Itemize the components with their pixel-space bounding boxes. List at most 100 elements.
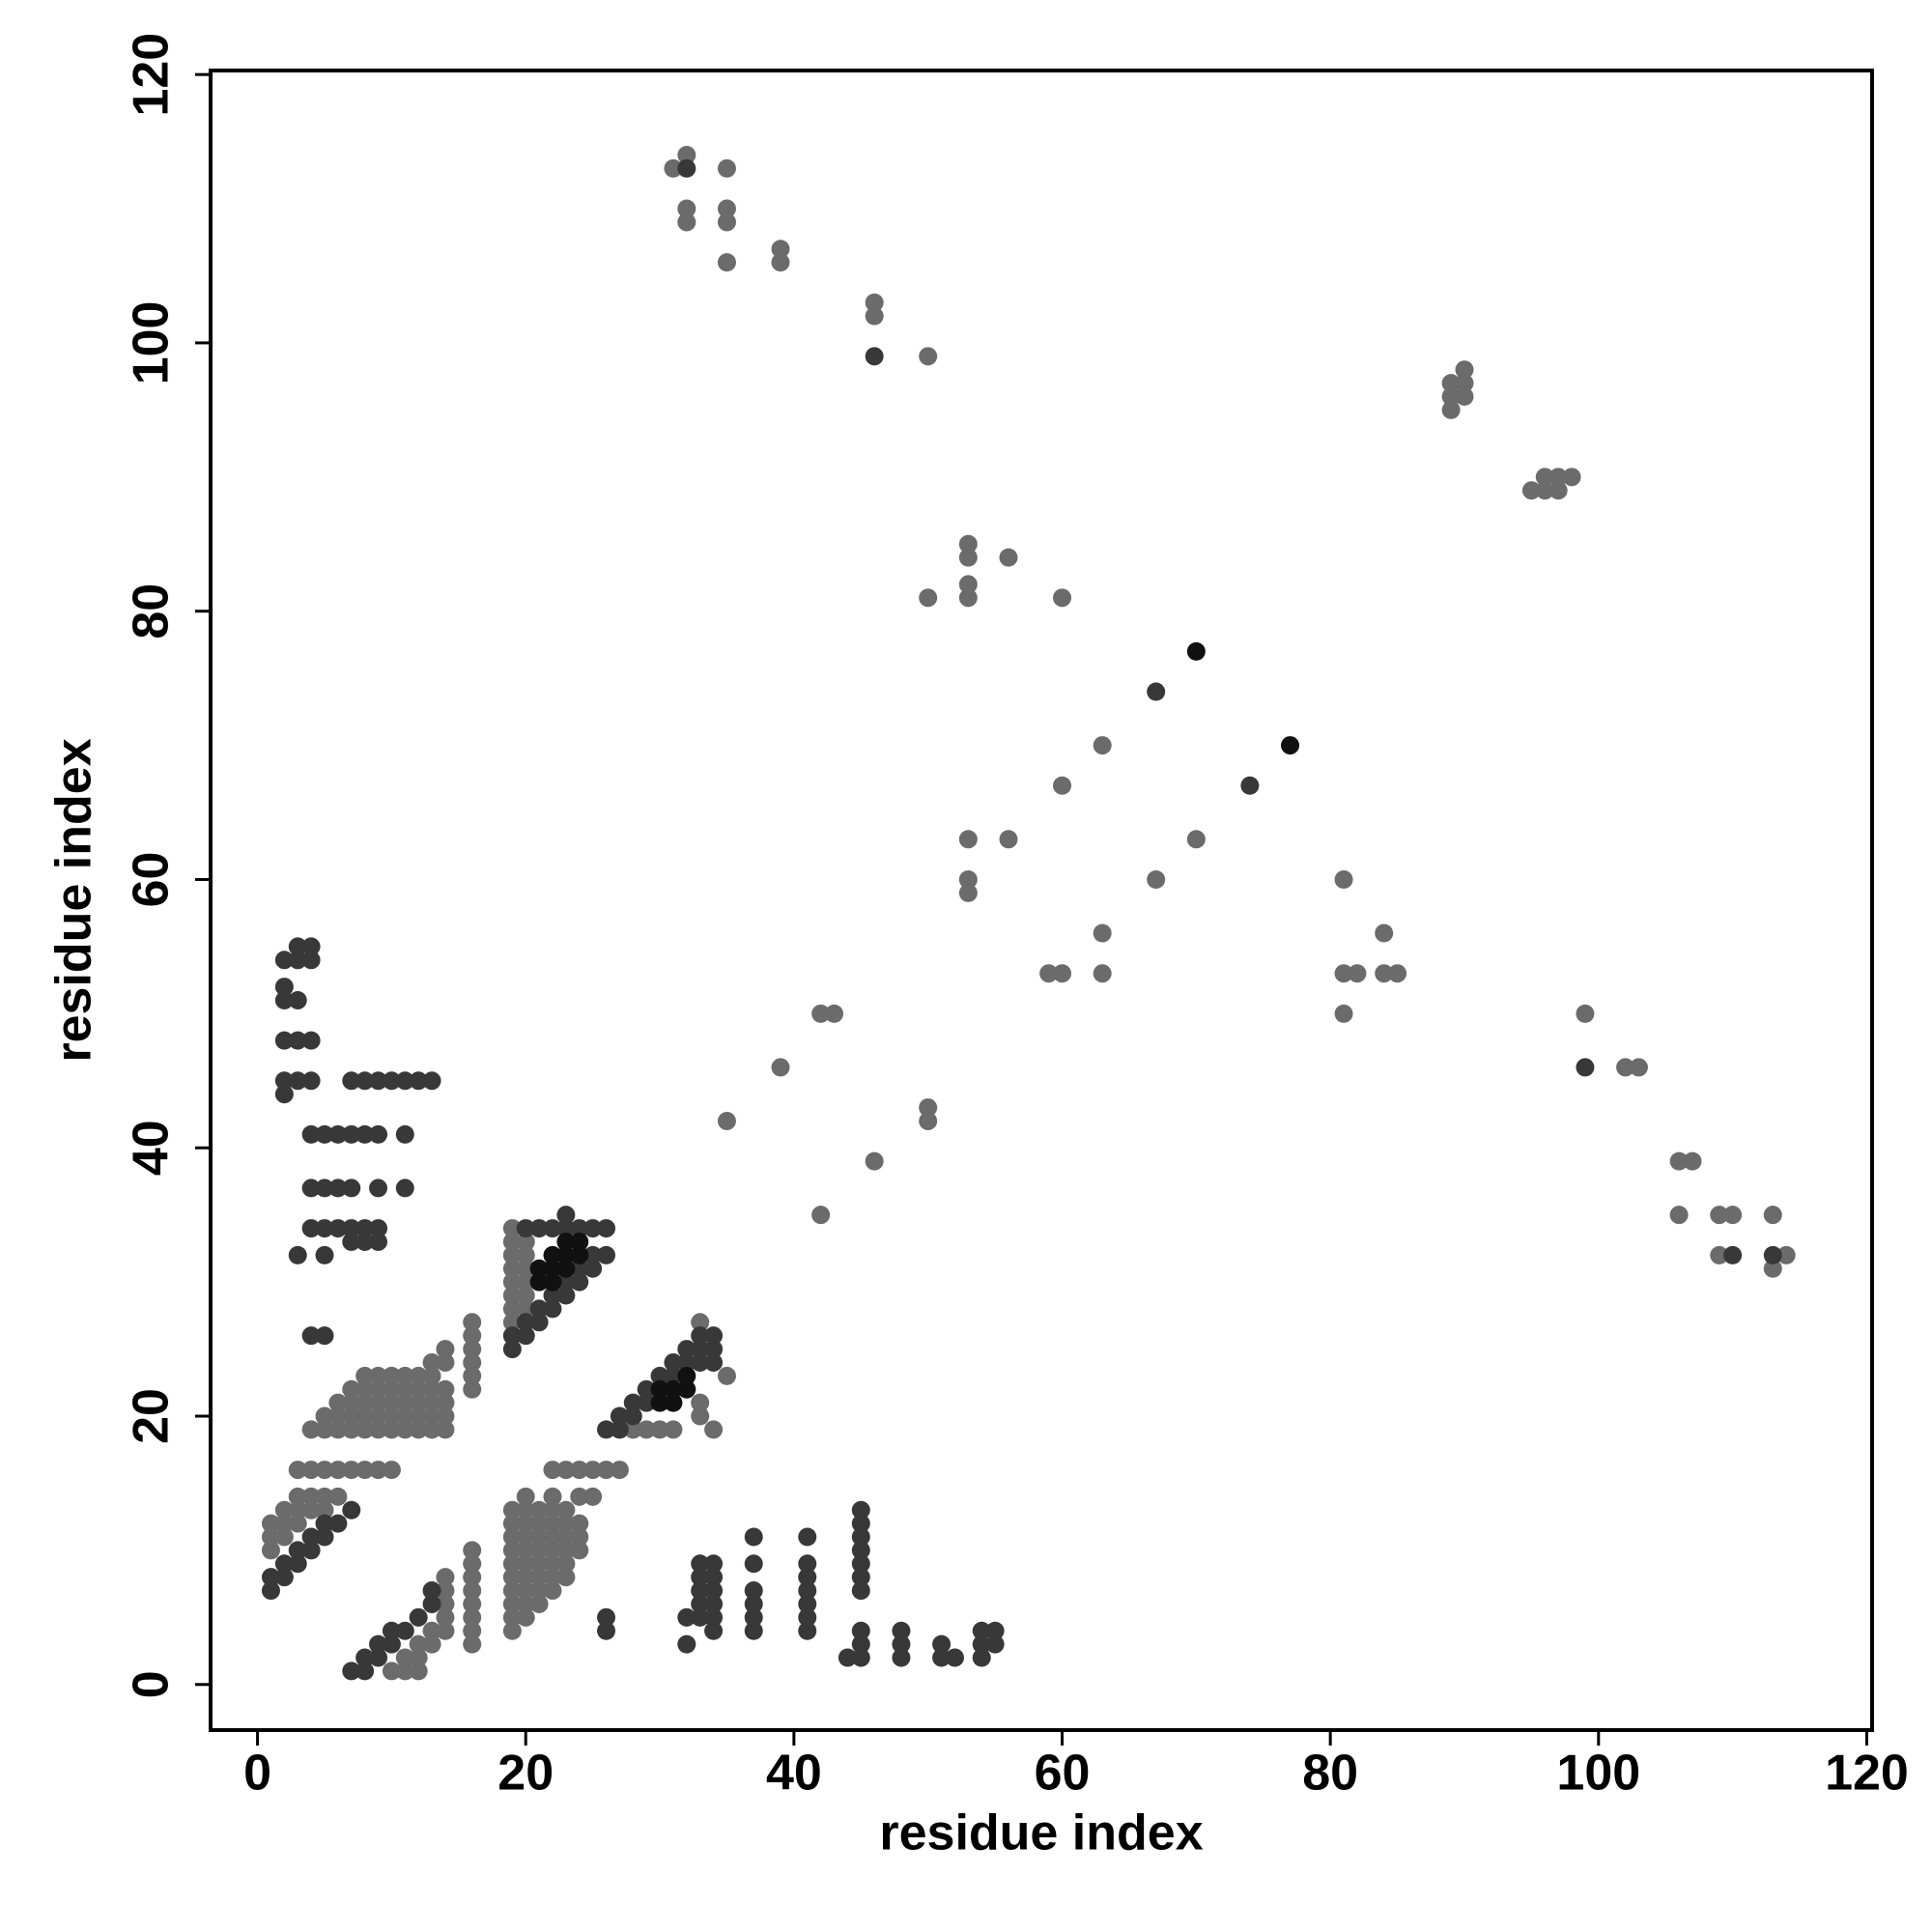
contact-point [516,1527,535,1547]
contact-point [958,548,978,567]
contact-point [704,1340,724,1359]
contact-point [570,1232,589,1251]
contact-point [516,1326,535,1346]
contact-point [677,1366,696,1385]
contact-point [704,1621,724,1640]
contact-point [650,1379,669,1399]
contact-point [664,1420,683,1439]
contact-point [463,1313,482,1332]
contact-point [342,1406,361,1426]
contact-point [556,1541,576,1560]
x-tick-label: 120 [1825,1746,1909,1802]
contact-point [958,869,978,889]
contact-point [288,1461,307,1480]
contact-point [543,1461,562,1480]
contact-point [463,1594,482,1613]
contact-point [369,1406,388,1426]
contact-point [328,1406,348,1426]
contact-point [463,1568,482,1587]
y-tick-label: 20 [124,1388,180,1444]
contact-point [543,1541,562,1560]
contact-point [502,1272,522,1292]
contact-point [288,1031,307,1050]
contact-point [597,1219,616,1238]
contact-point [958,575,978,594]
contact-point [409,1634,428,1654]
contact-point [342,1219,361,1238]
contact-point [395,1393,414,1412]
contact-point [328,1219,348,1238]
contact-point [1281,736,1300,755]
contact-point [1147,682,1166,701]
contact-point [1441,374,1461,393]
contact-point [677,158,696,178]
contact-point [798,1568,817,1587]
contact-point [502,1232,522,1251]
contact-point [502,1581,522,1601]
contact-point [691,1393,710,1412]
contact-point [436,1393,455,1412]
contact-point [502,1259,522,1278]
contact-point [422,1634,441,1654]
contact-point [1669,1151,1689,1171]
contact-point [288,1554,307,1574]
contact-point [556,1554,576,1574]
contact-point [1455,374,1474,393]
contact-point [288,1541,307,1560]
contact-point [529,1272,549,1292]
contact-point [597,1621,616,1640]
contact-point [691,1581,710,1601]
contact-point [369,1461,388,1480]
contact-point [395,1648,414,1667]
contact-point [664,1352,683,1372]
contact-point [704,1581,724,1601]
contact-point [1723,1206,1743,1225]
contact-point [529,1219,549,1238]
contact-point [556,1568,576,1587]
contact-point [529,1500,549,1520]
contact-point [516,1568,535,1587]
contact-point [409,1393,428,1412]
contact-point [529,1594,549,1613]
contact-point [556,1461,576,1480]
contact-point [570,1219,589,1238]
contact-point [422,1594,441,1613]
contact-point [328,1393,348,1412]
contact-point [502,1554,522,1574]
contact-point [1441,386,1461,406]
contact-point [972,1634,991,1654]
contact-point [436,1406,455,1426]
contact-point [436,1621,455,1640]
contact-point [274,1071,294,1091]
contact-point [1548,481,1568,500]
contact-point [851,1568,870,1587]
contact-point [664,158,683,178]
contact-point [556,1286,576,1305]
contact-point [355,1648,375,1667]
contact-point [409,1406,428,1426]
contact-point [342,1420,361,1439]
contact-point [798,1527,817,1547]
contact-point [342,1179,361,1198]
contact-point [382,1071,401,1091]
contact-point [865,306,884,326]
contact-point [395,1071,414,1091]
contact-point [355,1420,375,1439]
contact-point [691,1607,710,1627]
contact-point [717,1366,736,1385]
contact-point [865,1151,884,1171]
contact-point [301,1527,321,1547]
contact-point [355,1662,375,1681]
x-axis-title: residue index [879,1805,1203,1861]
contact-point [315,1219,334,1238]
contact-point [556,1500,576,1520]
contact-point [664,1379,683,1399]
contact-point [556,1219,576,1238]
contact-point [691,1568,710,1587]
contact-point [556,1527,576,1547]
contact-point [369,1420,388,1439]
x-tick-label: 100 [1556,1746,1640,1802]
contact-point [798,1621,817,1640]
contact-point [570,1541,589,1560]
contact-point [436,1568,455,1587]
